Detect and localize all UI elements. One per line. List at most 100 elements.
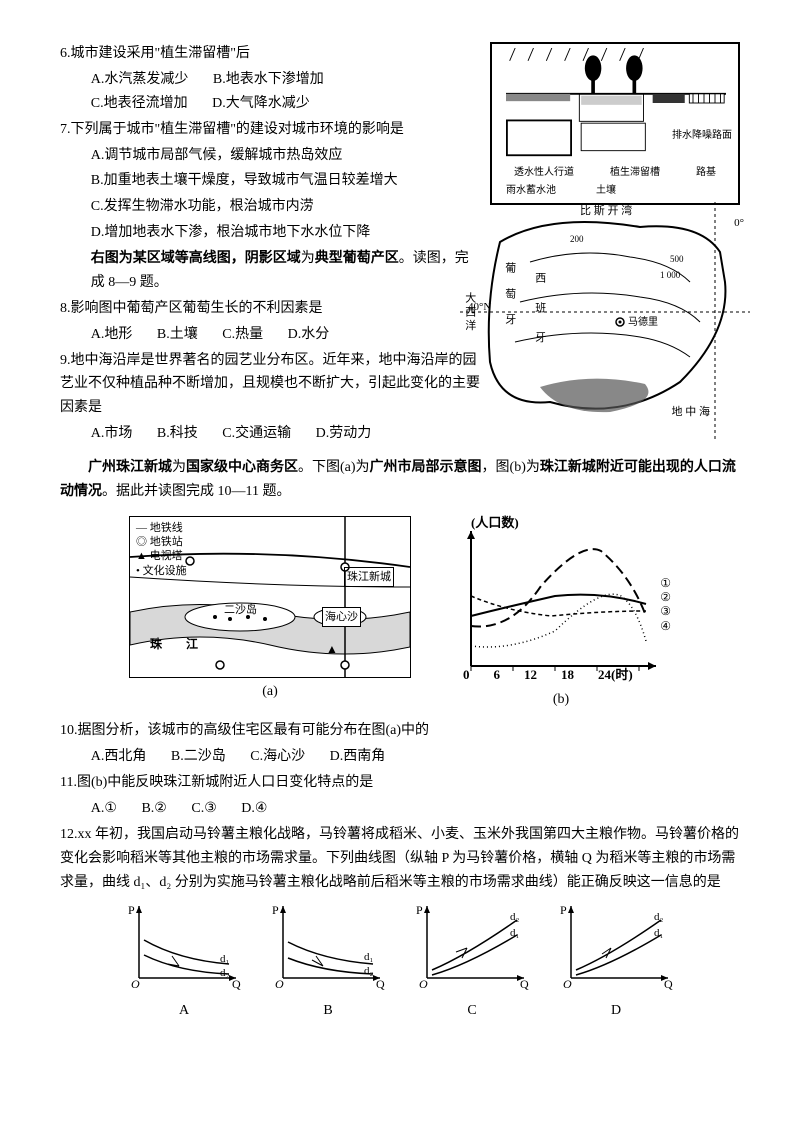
- q12-fig-b: P Q O d₁ d₂ B: [258, 900, 398, 1023]
- q8-opt-d: D.水分: [288, 323, 330, 347]
- figb-xtick-0: 0: [463, 664, 470, 686]
- intro89-a: 右图为: [91, 251, 133, 266]
- q6-options: A.水汽蒸发减少 B.地表水下渗增加 C.地表径流增加 D.大气降水减少: [60, 68, 480, 116]
- svg-text:d₁: d₁: [654, 927, 664, 939]
- svg-text:d₂: d₂: [364, 965, 374, 977]
- q8-options: A.地形 B.土壤 C.热量 D.水分: [60, 323, 480, 347]
- q11-stem: 11.图(b)中能反映珠江新城附近人口日变化特点的是: [60, 771, 740, 795]
- q7-stem: 7.下列属于城市"植生滞留槽"的建设对城市环境的影响是: [60, 118, 480, 142]
- label-portugal: 葡 萄 牙: [500, 262, 519, 331]
- label-biscay: 比 斯 开 湾: [580, 202, 632, 221]
- intro1011-a: 广州珠江新城: [88, 460, 172, 475]
- q7-opt-b: B.加重地表土壤干燥度，导致城市气温日较差增大: [60, 169, 480, 193]
- q11-options: A.① B.② C.③ D.④: [60, 797, 740, 821]
- svg-text:d₂: d₂: [220, 967, 230, 979]
- q12-opt-b-label: B: [258, 999, 398, 1023]
- svg-text:O: O: [563, 977, 572, 990]
- q10-opt-b: B.二沙岛: [171, 745, 226, 769]
- q10-options: A.西北角 B.二沙岛 C.海心沙 D.西南角: [60, 745, 740, 769]
- svg-text:P: P: [560, 903, 567, 917]
- q12-fig-c: P Q O d₂ d₁ C: [402, 900, 542, 1023]
- cross-section-diagram: 透水性人行道 植生滞留槽 路基 排水降噪路面 雨水蓄水池 土壤: [490, 42, 740, 205]
- q11-opt-b: B.②: [141, 797, 166, 821]
- q6-opt-c: C.地表径流增加: [91, 92, 188, 116]
- label-zhujiang-xincheng: 珠江新城: [344, 567, 394, 588]
- q12-opt-c-label: C: [402, 999, 542, 1023]
- q10-opt-c: C.海心沙: [250, 745, 305, 769]
- svg-text:Q: Q: [232, 977, 241, 990]
- q12-stem: 12.xx 年初，我国启动马铃薯主粮化战略，马铃薯将成稻米、小麦、玉米外我国第四…: [60, 823, 740, 894]
- svg-text:O: O: [275, 977, 284, 990]
- contour-500: 500: [670, 252, 684, 267]
- label-sidewalk: 透水性人行道: [514, 164, 574, 181]
- svg-text:▲: ▲: [326, 642, 338, 656]
- figb-xtick-12: 12: [524, 664, 537, 686]
- q12-opt-d-label: D: [546, 999, 686, 1023]
- q10-stem: 10.据图分析，该城市的高级住宅区最有可能分布在图(a)中的: [60, 719, 740, 743]
- intro-8-9: 右图为某区域等高线图，阴影区域为典型葡萄产区。读图，完成 8—9 题。: [60, 247, 480, 295]
- intro1011-d: 。下图(a)为: [298, 460, 370, 475]
- q10-opt-a: A.西北角: [91, 745, 147, 769]
- figure-b: (人口数) ① ② ③: [451, 516, 671, 712]
- label-lat40: 40°N: [468, 298, 491, 317]
- svg-text:O: O: [419, 977, 428, 990]
- intro89-c: 为: [301, 251, 315, 266]
- figure-b-caption: (b): [451, 688, 671, 712]
- figb-ylabel: (人口数): [471, 512, 519, 534]
- label-haixinsha: 海心沙: [322, 607, 361, 628]
- q12-opt-a-label: A: [114, 999, 254, 1023]
- figb-line2: ②: [660, 590, 671, 604]
- q6-stem: 6.城市建设采用"植生滞留槽"后: [60, 42, 480, 66]
- q9-opt-d: D.劳动力: [316, 422, 372, 446]
- svg-text:d₂: d₂: [510, 911, 520, 923]
- label-pond: 雨水蓄水池: [506, 182, 556, 199]
- q11-opt-a: A.①: [91, 797, 117, 821]
- q9-options: A.市场 B.科技 C.交通运输 D.劳动力: [60, 422, 480, 446]
- intro1011-f: ，图(b)为: [482, 460, 540, 475]
- q11-opt-d: D.④: [241, 797, 267, 821]
- figb-line1: ①: [660, 576, 671, 590]
- q6-opt-a: A.水汽蒸发减少: [91, 68, 189, 92]
- q11-opt-c: C.③: [191, 797, 216, 821]
- q7-opt-a: A.调节城市局部气候，缓解城市热岛效应: [60, 144, 480, 168]
- label-basin: 植生滞留槽: [610, 164, 660, 181]
- q8-opt-b: B.土壤: [157, 323, 198, 347]
- q8-stem: 8.影响图中葡萄产区葡萄生长的不利因素是: [60, 297, 480, 321]
- q12-curve-row: P Q O d₁ d₂ A P Q O d₁ d₂ B: [60, 900, 740, 1023]
- intro89-d: 典型葡萄产区: [315, 251, 399, 266]
- q6-opt-d: D.大气降水减少: [212, 92, 310, 116]
- svg-text:d₁: d₁: [220, 953, 230, 965]
- svg-text:P: P: [416, 903, 423, 917]
- q10-opt-d: D.西南角: [330, 745, 386, 769]
- label-roadbase: 路基: [696, 164, 716, 181]
- q9-opt-b: B.科技: [157, 422, 198, 446]
- q7-opt-d: D.增加地表水下渗，根治城市地下水水位下降: [60, 221, 480, 245]
- svg-text:d₁: d₁: [510, 927, 520, 939]
- svg-text:P: P: [128, 903, 135, 917]
- figb-xtick-18: 18: [561, 664, 574, 686]
- q8-opt-c: C.热量: [222, 323, 263, 347]
- svg-text:d₁: d₁: [364, 951, 374, 963]
- label-lon0: 0°: [734, 214, 744, 233]
- intro1011-c: 国家级中心商务区: [186, 460, 298, 475]
- label-medit: 地 中 海: [672, 403, 711, 422]
- q12-fig-d: P Q O d₂ d₁ D: [546, 900, 686, 1023]
- intro1011-h: 。据此并读图完成 10—11 题。: [102, 484, 290, 499]
- intro89-b: 某区域等高线图，阴影区域: [133, 251, 301, 266]
- q9-stem: 9.地中海沿岸是世界著名的园艺业分布区。近年来，地中海沿岸的园艺业不仅种植品种不…: [60, 349, 480, 420]
- figb-line4: ④: [660, 619, 671, 633]
- intro1011-e: 广州市局部示意图: [370, 460, 482, 475]
- q6-opt-b: B.地表水下渗增加: [213, 68, 324, 92]
- svg-text:d₂: d₂: [654, 911, 664, 923]
- svg-text:O: O: [131, 977, 140, 990]
- svg-text:Q: Q: [520, 977, 529, 990]
- svg-text:Q: Q: [664, 977, 673, 990]
- svg-text:P: P: [272, 903, 279, 917]
- label-spain: 西 班 牙: [530, 272, 549, 351]
- label-ersha: 二沙岛: [224, 601, 257, 620]
- iberia-map: 大 西 洋 比 斯 开 湾 0° 40°N 葡 萄 牙 西 班 牙 马德里 地 …: [460, 202, 750, 442]
- q9-opt-a: A.市场: [91, 422, 133, 446]
- label-pearl-river: 珠 江: [150, 634, 204, 654]
- intro1011-b: 为: [172, 460, 186, 475]
- intro-10-11: 广州珠江新城为国家级中心商务区。下图(a)为广州市局部示意图，图(b)为珠江新城…: [60, 456, 740, 504]
